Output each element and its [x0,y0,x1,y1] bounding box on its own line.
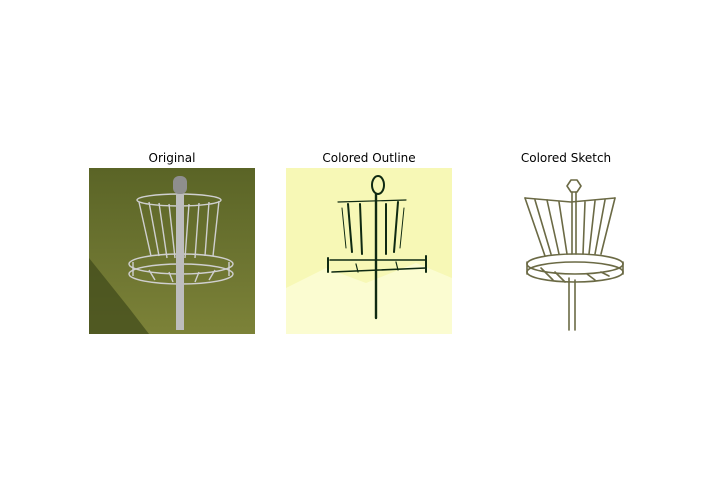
colored-sketch-image [483,168,649,334]
colored-outline-image [286,168,452,334]
panel-title: Colored Sketch [520,151,612,165]
panel-colored-sketch: Colored Sketch [483,150,649,334]
panel-original: Original [89,150,255,334]
panel-colored-outline: Colored Outline [286,150,452,334]
panel-title: Colored Outline [322,151,416,165]
original-image [89,168,255,334]
panel-title: Original [148,151,196,165]
